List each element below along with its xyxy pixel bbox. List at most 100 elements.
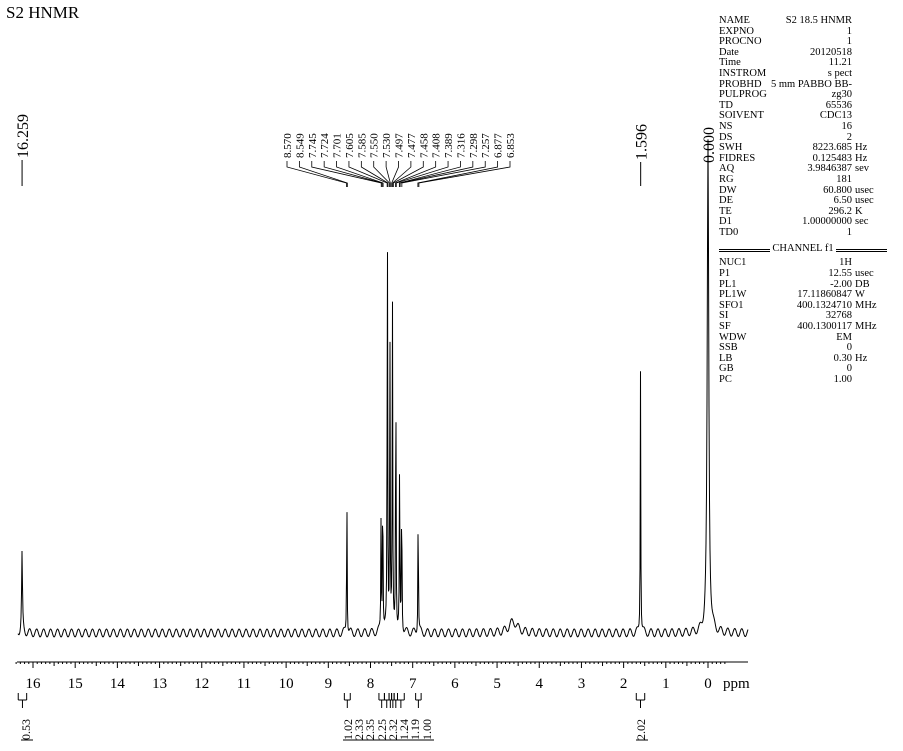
param-key: DS: [719, 131, 733, 143]
x-tick-label: 6: [451, 676, 459, 692]
param-value: 5 mm PABBO BB-: [770, 78, 852, 90]
param-row: PL1W 17.11860847 W: [719, 290, 887, 301]
param-key: NAME: [719, 15, 750, 26]
peak-label-leader: [392, 161, 412, 187]
peak-label: 8.549: [294, 133, 306, 158]
param-value: 1: [846, 36, 852, 48]
peak-label: 7.408: [431, 133, 443, 158]
integral-label: 1.24: [397, 719, 411, 740]
param-value: 16: [841, 120, 853, 132]
param-value: 1.00000000: [802, 216, 852, 228]
param-unit: sec: [855, 216, 869, 228]
param-key: PL1: [719, 278, 737, 290]
param-unit: Hz: [855, 352, 868, 364]
param-value: 296.2: [828, 205, 852, 217]
peak-label: 7.745: [307, 133, 319, 158]
param-row: FIDRES 0.125483 Hz: [719, 152, 887, 165]
param-key: NUC1: [719, 257, 747, 269]
peak-label-leader: [298, 161, 348, 187]
param-key: PULPROG: [719, 89, 767, 101]
param-key: AQ: [719, 163, 735, 175]
param-key: PROBHD: [719, 78, 762, 90]
integral-label: 0.53: [19, 719, 33, 740]
integral-label: 2.33: [352, 719, 366, 740]
peak-label: 7.550: [369, 133, 381, 158]
param-value: zg30: [831, 89, 852, 101]
param-unit: Hz: [855, 152, 868, 164]
param-key: EXPNO: [719, 25, 755, 37]
param-unit: MHz: [855, 299, 877, 311]
peak-label: 16.259: [15, 114, 32, 158]
param-key: TD: [719, 99, 733, 111]
spectrum-trace: [17, 139, 749, 638]
param-key: DE: [719, 195, 733, 207]
param-key: Time: [719, 57, 741, 69]
param-value: CDC13: [819, 110, 852, 122]
x-axis-label: ppm: [723, 676, 750, 692]
param-key: TD0: [719, 226, 739, 238]
param-row: DS 2: [719, 131, 887, 144]
x-tick-label: 13: [152, 676, 167, 692]
acquisition-parameters-panel: NAME S2 18.5 HNMR EXPNO 1 PROCNO 1 Date 2012051…: [719, 15, 887, 386]
param-key: SI: [719, 310, 729, 322]
param-row: SI 32768: [719, 311, 887, 322]
param-value: 1: [846, 226, 852, 238]
param-row: SWH 8223.685 Hz: [719, 143, 887, 154]
param-value: 1.00: [833, 374, 852, 385]
peak-label: 7.701: [332, 133, 344, 158]
peak-label-leader: [385, 161, 391, 187]
param-key: PL1W: [719, 289, 747, 301]
param-value: 11.21: [828, 57, 852, 69]
x-tick-label: 1: [662, 676, 670, 692]
param-value: 181: [836, 173, 852, 185]
param-row: PC 1.00: [719, 374, 887, 386]
param-value: 2: [846, 131, 852, 143]
x-tick-label: 0: [704, 676, 712, 692]
peak-label: 7.605: [344, 133, 356, 158]
param-unit: MHz: [855, 321, 877, 333]
x-tick-label: 10: [279, 676, 294, 692]
peak-label: 1.596: [634, 124, 651, 160]
param-value: S2 18.5 HNMR: [785, 15, 852, 26]
param-key: LB: [719, 352, 733, 364]
param-value: 1H: [839, 257, 852, 269]
peak-label-leader: [418, 161, 511, 187]
peak-label: 7.389: [443, 133, 455, 158]
param-key: INSTROM: [719, 67, 767, 79]
param-value: 8223.685: [812, 142, 852, 154]
param-key: DW: [719, 184, 737, 196]
peak-label-leader: [392, 161, 424, 187]
param-key: RG: [719, 173, 734, 185]
x-tick-label: 9: [325, 676, 333, 692]
x-tick-label: 11: [237, 676, 251, 692]
param-value: 0: [846, 363, 852, 375]
param-key: SOIVENT: [719, 110, 764, 122]
param-row: PULPROG zg30: [719, 90, 887, 101]
param-row: NS 16: [719, 120, 887, 133]
peak-label: 6.877: [493, 133, 505, 158]
peak-label-leader: [286, 161, 347, 187]
param-key: SF: [719, 321, 731, 333]
param-row: RG 181: [719, 173, 887, 186]
param-unit: usec: [855, 184, 874, 196]
param-unit: DB: [855, 278, 870, 290]
param-row: AQ 3.9846387 sev: [719, 164, 887, 175]
param-row: TD 65536: [719, 99, 887, 112]
integral-label: 1.00: [420, 719, 434, 740]
x-tick-label: 14: [110, 676, 126, 692]
peak-label-leader: [336, 161, 384, 187]
param-key: Date: [719, 46, 739, 58]
param-key: SWH: [719, 142, 743, 154]
param-key: WDW: [719, 331, 747, 343]
param-unit: usec: [855, 268, 874, 280]
peak-label-leader: [391, 161, 399, 187]
x-tick-label: 12: [194, 676, 209, 692]
param-row: LB 0.30 Hz: [719, 352, 887, 365]
param-key: NS: [719, 120, 733, 132]
param-value: 6.50: [833, 195, 852, 207]
param-row: PROCNO 1: [719, 37, 887, 48]
peak-label-leader: [399, 161, 474, 187]
param-key: TE: [719, 205, 732, 217]
param-row: NUC1 1H: [719, 258, 887, 269]
